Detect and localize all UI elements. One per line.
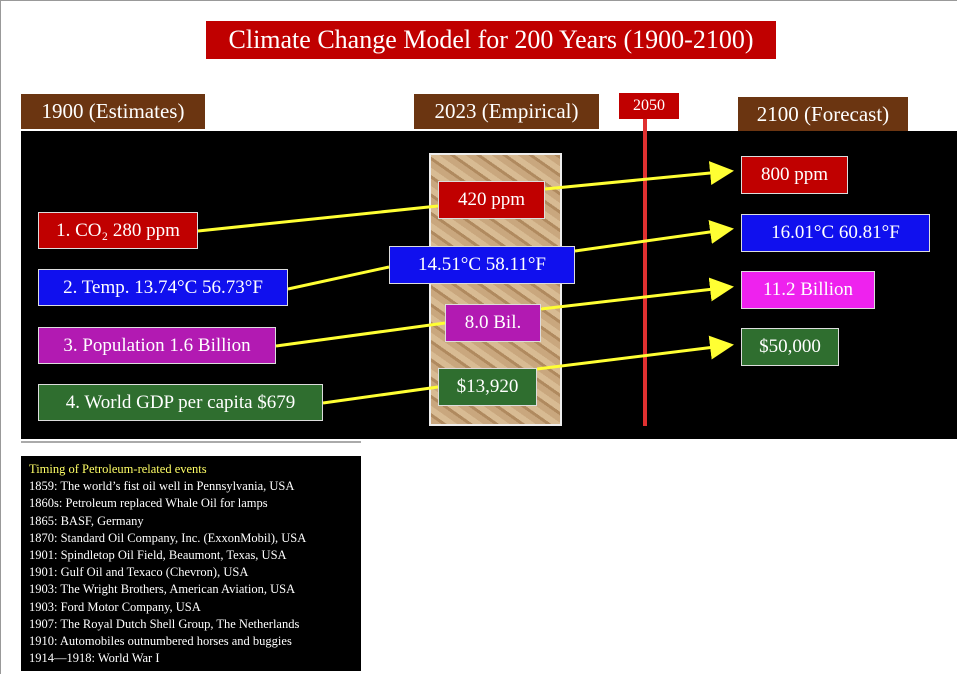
timeline-event: 1860s: Petroleum replaced Whale Oil for … — [29, 495, 353, 512]
timeline-event: 1910: Automobiles outnumbered horses and… — [29, 633, 353, 650]
arrow — [575, 229, 731, 251]
timeline-event: 1865: BASF, Germany — [29, 513, 353, 530]
arrow — [545, 171, 731, 189]
arrow — [276, 323, 445, 346]
timeline-event: 1870: Standard Oil Company, Inc. (ExxonM… — [29, 530, 353, 547]
current-value: 420 ppm — [438, 181, 545, 219]
start-value: 4. World GDP per capita $679 — [38, 384, 323, 421]
marker-line — [643, 119, 647, 426]
timeline-event: 1914—1918: World War I — [29, 650, 353, 667]
timeline-title: Timing of Petroleum-related events — [29, 461, 353, 478]
start-value: 1. CO₂ 280 ppm — [38, 212, 198, 249]
arrow — [198, 206, 438, 231]
arrow — [541, 287, 731, 309]
timeline-event: 1903: The Wright Brothers, American Avia… — [29, 581, 353, 598]
current-value: $13,920 — [438, 368, 537, 406]
timeline: Timing of Petroleum-related events 1859:… — [21, 456, 361, 671]
timeline-event: 1859: The world’s fist oil well in Penns… — [29, 478, 353, 495]
arrow — [323, 387, 438, 403]
current-value: 14.51°C 58.11°F — [389, 246, 575, 284]
marker-label: 2050 — [619, 93, 679, 119]
arrow — [537, 345, 731, 369]
arrow — [288, 267, 389, 289]
timeline-event: 1903: Ford Motor Company, USA — [29, 599, 353, 616]
slide: Climate Change Model for 200 Years (1900… — [0, 0, 957, 674]
forecast-value: $50,000 — [741, 328, 839, 366]
timeline-event: 1901: Spindletop Oil Field, Beaumont, Te… — [29, 547, 353, 564]
start-value: 2. Temp. 13.74°C 56.73°F — [38, 269, 288, 306]
timeline-event: 1907: The Royal Dutch Shell Group, The N… — [29, 616, 353, 633]
forecast-value: 800 ppm — [741, 156, 848, 194]
forecast-value: 11.2 Billion — [741, 271, 875, 309]
timeline-event: 1901: Gulf Oil and Texaco (Chevron), USA — [29, 564, 353, 581]
current-value: 8.0 Bil. — [445, 304, 541, 342]
start-value: 3. Population 1.6 Billion — [38, 327, 276, 364]
forecast-value: 16.01°C 60.81°F — [741, 214, 930, 252]
